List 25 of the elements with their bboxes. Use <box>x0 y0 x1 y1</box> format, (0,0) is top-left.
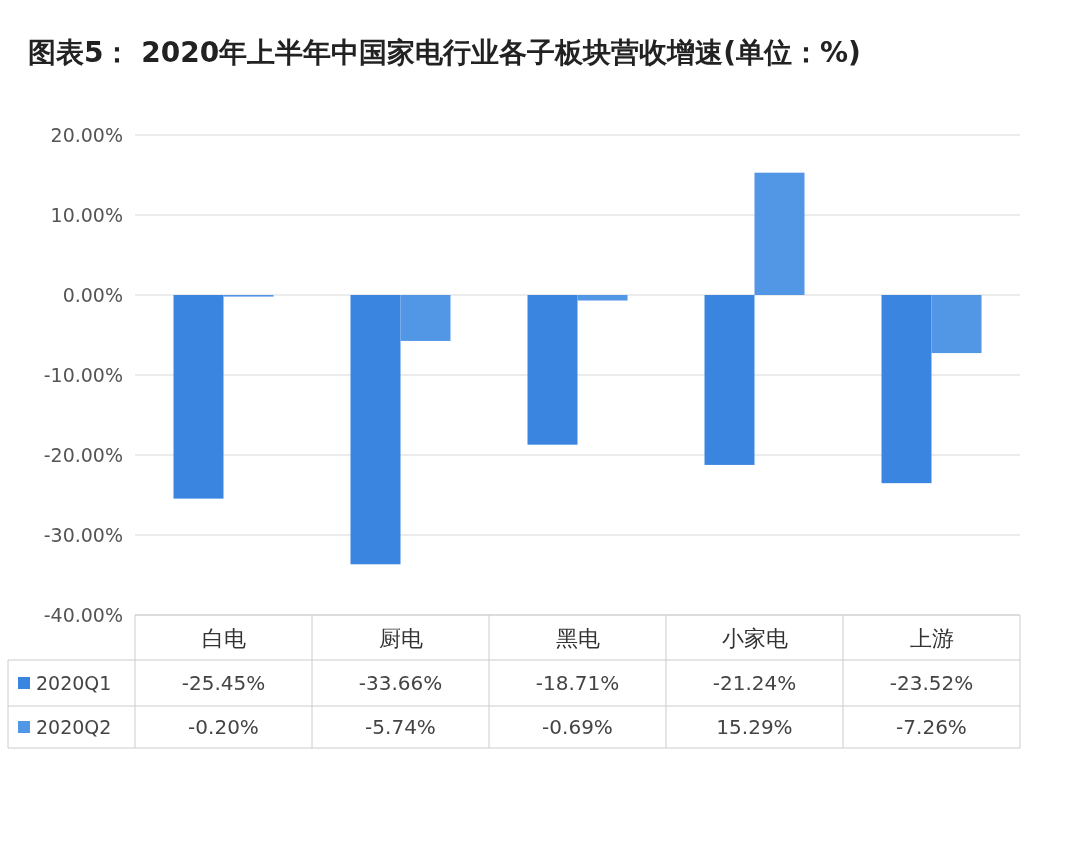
data-label: -25.45% <box>181 671 266 695</box>
data-label: -21.24% <box>712 671 797 695</box>
y-tick-label: 20.00% <box>50 123 123 146</box>
legend-label: 2020Q2 <box>36 716 112 738</box>
data-label: -5.74% <box>365 715 436 739</box>
x-tick-label: 黑电 <box>555 625 600 651</box>
x-tick-label: 白电 <box>201 625 246 651</box>
data-label: -0.69% <box>542 715 613 739</box>
data-label: -33.66% <box>358 671 443 695</box>
chart-title: 图表5： 2020年上半年中国家电行业各子板块营收增速(单位：%) <box>28 36 861 69</box>
y-tick-label: -20.00% <box>43 443 123 466</box>
data-label: -0.20% <box>188 715 259 739</box>
y-tick-label: 0.00% <box>62 283 123 306</box>
x-tick-label: 厨电 <box>378 625 423 651</box>
x-tick-label: 上游 <box>909 625 954 651</box>
y-tick-label: -30.00% <box>43 523 123 546</box>
y-tick-label: -10.00% <box>43 363 123 386</box>
data-label: -18.71% <box>535 671 620 695</box>
x-tick-label: 小家电 <box>721 625 788 651</box>
legend-label: 2020Q1 <box>36 672 112 694</box>
y-tick-label: -40.00% <box>43 603 123 626</box>
data-label: 15.29% <box>716 715 793 739</box>
data-label: -23.52% <box>889 671 974 695</box>
y-tick-label: 10.00% <box>50 203 123 226</box>
data-label: -7.26% <box>896 715 967 739</box>
